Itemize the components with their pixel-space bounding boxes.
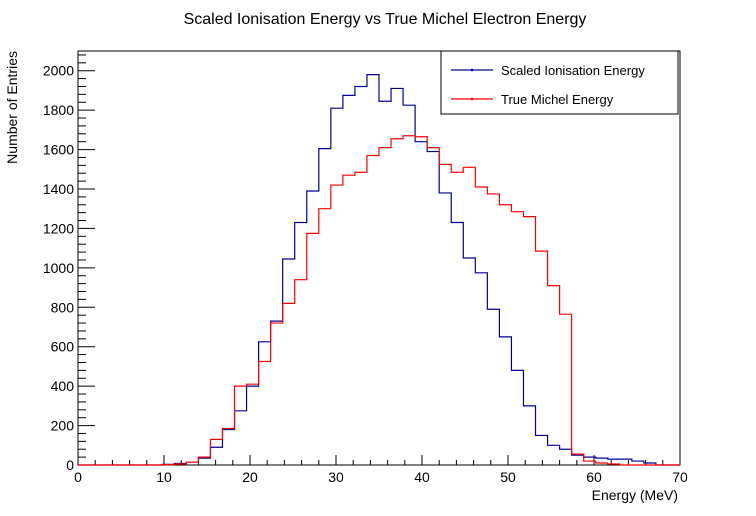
y-tick-label: 200 <box>51 418 75 434</box>
x-tick-labels: 0 10 20 30 40 50 60 70 <box>74 469 688 485</box>
x-tick-label: 0 <box>74 469 82 485</box>
y-tick-label: 1000 <box>43 260 74 276</box>
x-tick-label: 10 <box>156 469 172 485</box>
axis-ticks <box>77 54 681 466</box>
x-tick-label: 70 <box>672 469 688 485</box>
y-tick-label: 800 <box>51 299 75 315</box>
legend-label-true-michel: True Michel Energy <box>501 92 614 107</box>
legend-box <box>440 50 679 115</box>
chart-title: Scaled Ionisation Energy vs True Michel … <box>184 11 587 28</box>
x-tick-label: 20 <box>242 469 258 485</box>
x-tick-label: 30 <box>328 469 344 485</box>
y-tick-label: 1800 <box>43 102 74 118</box>
series-step-true-michel <box>78 135 680 466</box>
plot-frame <box>77 50 681 466</box>
legend: Scaled Ionisation Energy True Michel Ene… <box>440 50 679 115</box>
x-tick-label: 50 <box>500 469 516 485</box>
y-tick-label: 1200 <box>43 220 74 236</box>
x-tick-label: 60 <box>586 469 602 485</box>
y-tick-label: 2000 <box>43 63 74 79</box>
y-tick-labels: 0 200 400 600 800 1000 1200 1400 1600 1800 2000 <box>43 63 74 473</box>
x-tick-label: 40 <box>414 469 430 485</box>
legend-marker-scaled-ionisation <box>470 68 474 72</box>
y-axis-label: Number of Entries <box>4 51 20 164</box>
legend-marker-true-michel <box>470 97 474 101</box>
y-tick-label: 1400 <box>43 181 74 197</box>
y-tick-label: 600 <box>51 339 75 355</box>
series-group <box>78 74 680 466</box>
y-tick-label: 1600 <box>43 142 74 158</box>
y-tick-label: 400 <box>51 378 75 394</box>
legend-label-scaled-ionisation: Scaled Ionisation Energy <box>501 63 645 78</box>
x-axis-label: Energy (MeV) <box>592 487 678 503</box>
y-tick-label: 0 <box>66 457 74 473</box>
series-step-scaled-ionisation <box>78 74 680 466</box>
